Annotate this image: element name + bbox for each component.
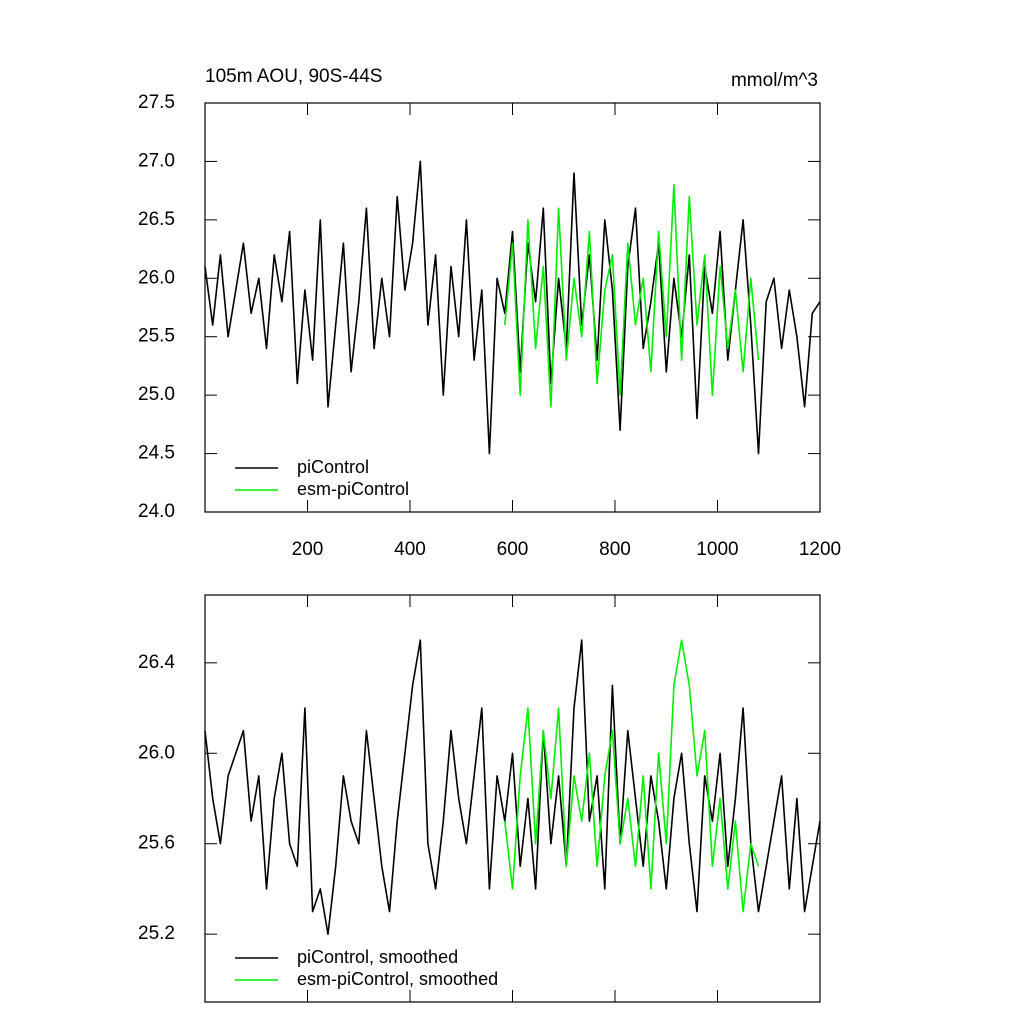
y-tick-label: 26.5	[138, 209, 175, 230]
y-tick-label: 26.4	[138, 652, 175, 673]
series-line	[204, 160, 821, 455]
series-line	[504, 639, 760, 913]
x-tick-label: 800	[599, 539, 631, 560]
x-tick-label: 1200	[799, 539, 841, 560]
legend-label: esm-piControl, smoothed	[297, 969, 498, 989]
y-tick-label: 26.0	[138, 742, 175, 763]
x-tick-label: 600	[497, 539, 529, 560]
x-tick-label: 1000	[696, 539, 738, 560]
y-tick-label: 25.0	[138, 384, 175, 405]
series-line	[504, 184, 760, 408]
x-tick-label: 400	[394, 539, 426, 560]
legend-label: piControl, smoothed	[297, 947, 458, 967]
y-tick-label: 24.0	[138, 501, 175, 522]
plot-frame	[204, 594, 821, 1003]
y-tick-label: 25.6	[138, 833, 175, 854]
y-tick-label: 25.2	[138, 923, 175, 944]
x-tick-label: 200	[292, 539, 324, 560]
legend-label: esm-piControl	[297, 479, 409, 499]
series-line	[204, 639, 821, 935]
y-tick-label: 24.5	[138, 443, 175, 464]
units-label: mmol/m^3	[731, 70, 818, 91]
plot-frame	[204, 102, 821, 513]
chart-title: 105m AOU, 90S-44S	[205, 66, 382, 87]
y-tick-label: 27.0	[138, 150, 175, 171]
y-tick-label: 25.5	[138, 326, 175, 347]
y-tick-label: 27.5	[138, 92, 175, 113]
legend-label: piControl	[297, 457, 369, 477]
y-tick-label: 26.0	[138, 267, 175, 288]
